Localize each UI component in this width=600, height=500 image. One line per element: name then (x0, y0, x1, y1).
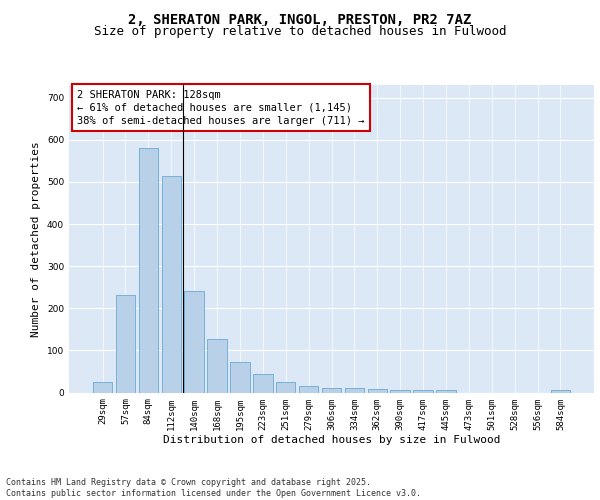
X-axis label: Distribution of detached houses by size in Fulwood: Distribution of detached houses by size … (163, 435, 500, 445)
Bar (230, 362, 250, 392)
Bar (116, 295, 135, 392)
Bar (413, 390, 433, 392)
Text: 2 SHERATON PARK: 128sqm
← 61% of detached houses are smaller (1,145)
38% of semi: 2 SHERATON PARK: 128sqm ← 61% of detache… (77, 90, 364, 126)
Bar (161, 176, 181, 392)
Text: 2, SHERATON PARK, INGOL, PRESTON, PR2 7AZ: 2, SHERATON PARK, INGOL, PRESTON, PR2 7A… (128, 12, 472, 26)
Y-axis label: Number of detached properties: Number of detached properties (31, 141, 41, 336)
Bar (299, 386, 319, 392)
Text: Contains HM Land Registry data © Crown copyright and database right 2025.
Contai: Contains HM Land Registry data © Crown c… (6, 478, 421, 498)
Bar (208, 339, 227, 392)
Bar (391, 390, 410, 392)
Text: Size of property relative to detached houses in Fulwood: Size of property relative to detached ho… (94, 25, 506, 38)
Bar (139, 148, 158, 392)
Bar (276, 382, 295, 392)
Bar (93, 382, 112, 392)
Bar (184, 292, 204, 392)
Bar (253, 374, 272, 392)
Bar (322, 388, 341, 392)
Bar (436, 390, 455, 392)
Bar (368, 389, 387, 392)
Bar (551, 390, 570, 392)
Bar (344, 388, 364, 392)
